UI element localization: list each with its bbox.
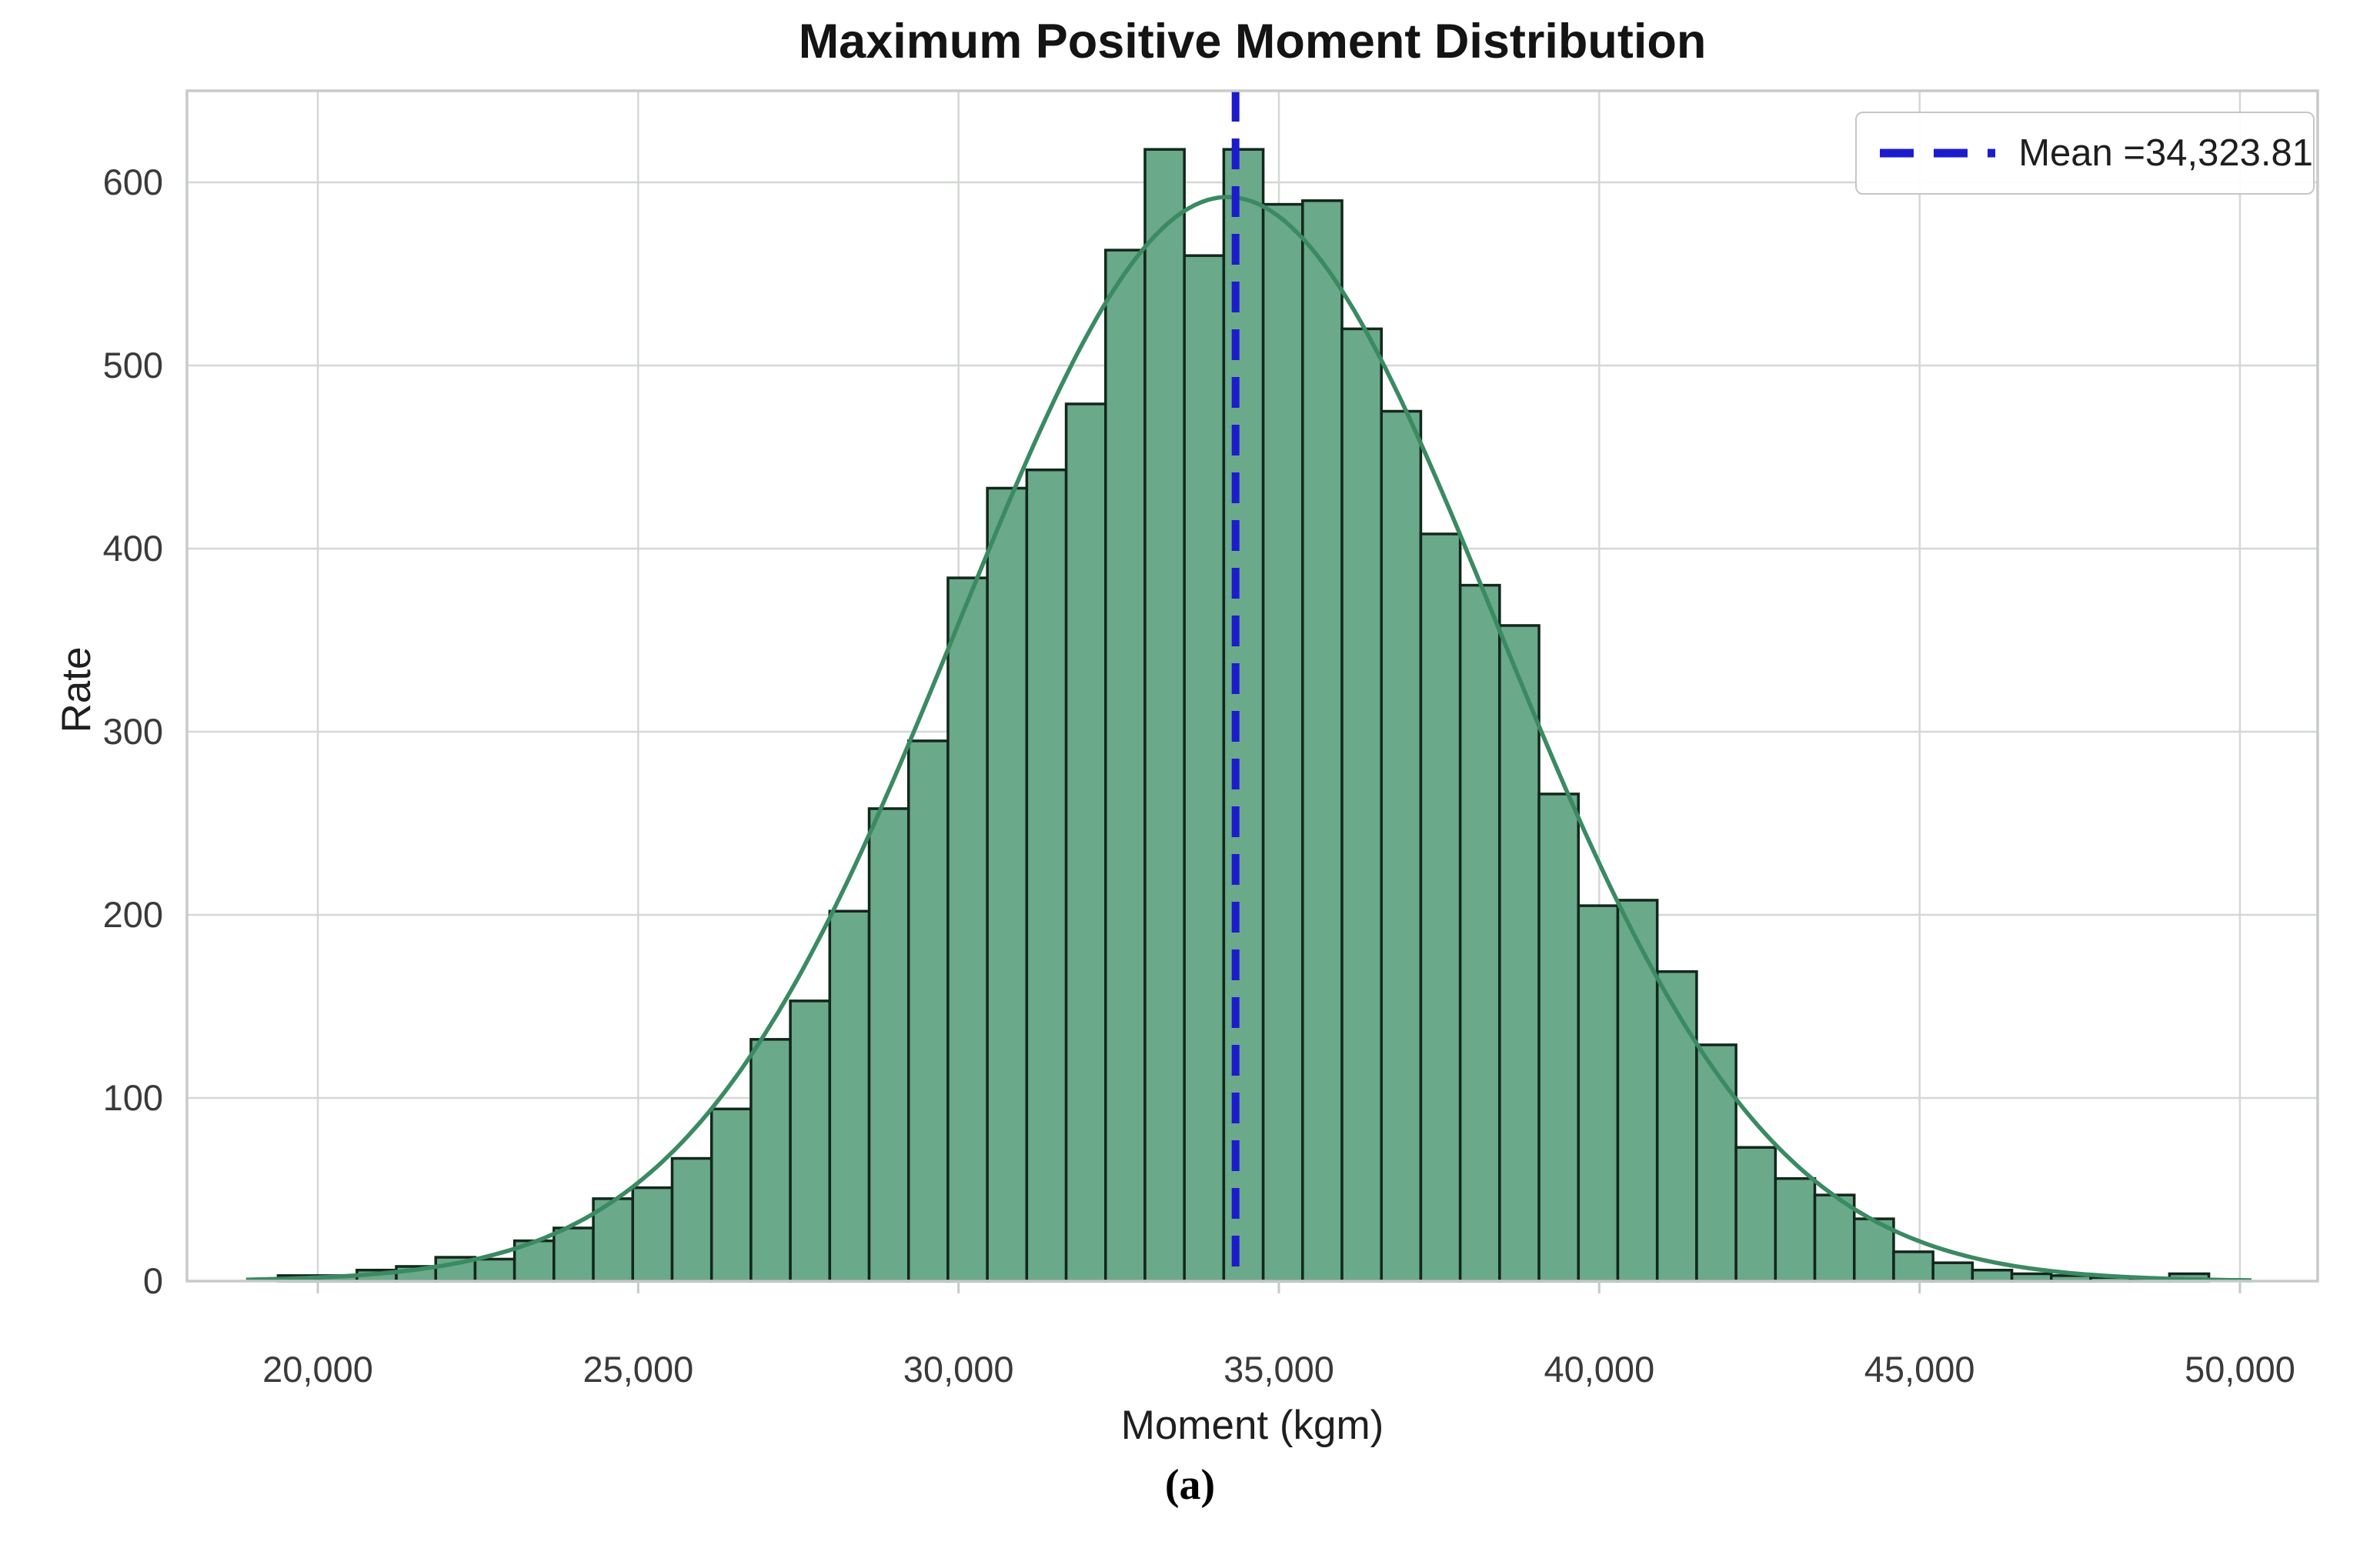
histogram-bar [1183,254,1226,1283]
histogram-bar [1498,624,1540,1283]
x-tick-label: 35,000 [1223,1349,1334,1390]
histogram-bar [552,1226,595,1283]
histogram-bar [828,909,871,1283]
y-axis-label: Rate [54,646,99,733]
x-tick-label: 25,000 [582,1349,693,1390]
histogram-bar [709,1107,753,1283]
x-tick-label: 30,000 [903,1349,1014,1390]
x-tick-label: 20,000 [262,1349,373,1390]
legend-dash-line [1880,148,1996,158]
histogram-bar [789,999,832,1283]
histogram-bar [1774,1176,1817,1283]
histogram-bar [1892,1250,1934,1283]
histogram-bar [1104,249,1147,1283]
histogram-bar [986,486,1029,1283]
y-tick-label: 600 [103,162,163,202]
histogram-bar [1340,327,1383,1283]
histogram-bar [1261,202,1304,1283]
histogram-bar [1537,793,1581,1283]
histogram-bar [1577,904,1620,1283]
y-tick-label: 300 [103,711,163,752]
histogram-bar [473,1257,516,1283]
x-tick-label: 45,000 [1864,1349,1975,1390]
y-tick-label: 200 [103,894,163,935]
chart-title: Maximum Positive Moment Distribution [798,15,1707,68]
histogram-bar [749,1038,792,1283]
histogram-bar [631,1186,674,1283]
histogram-bar [1734,1146,1777,1283]
x-axis-label: Moment (kgm) [1120,1403,1384,1448]
legend-label: Mean =34,323.81 [2018,132,2313,174]
histogram-bar [670,1156,713,1283]
kde-curve [245,195,2252,1283]
histogram-bar [1458,583,1501,1283]
x-tick-label: 40,000 [1544,1349,1654,1390]
figure-caption: (a) [1164,1461,1216,1509]
histogram-bar [1931,1261,1974,1283]
histogram-bar [1143,148,1186,1283]
plot-border [185,89,2319,1283]
histogram-bar [1695,1043,1737,1283]
y-tick-label: 100 [103,1077,163,1118]
histogram-bar [1655,970,1698,1283]
histogram-bar [1025,468,1068,1283]
y-tick-label: 500 [103,345,163,385]
histogram-bar [1616,899,1659,1283]
histogram-bar [1813,1193,1856,1283]
histogram-bar [906,739,950,1283]
histogram-bar [1222,148,1265,1283]
y-tick-label: 0 [143,1260,163,1301]
histogram-bar [1419,532,1462,1283]
histogram-bar [512,1239,556,1283]
histogram-bar [946,576,989,1283]
histogram-bar [867,807,910,1283]
histogram-bar [1301,199,1344,1283]
histogram-bar [1064,402,1107,1283]
y-tick-label: 400 [103,528,163,569]
histogram-bar [1380,409,1423,1283]
x-tick-label: 50,000 [2185,1349,2295,1390]
histogram-bar [1971,1268,2014,1283]
legend: Mean =34,323.81 [1855,112,2315,195]
